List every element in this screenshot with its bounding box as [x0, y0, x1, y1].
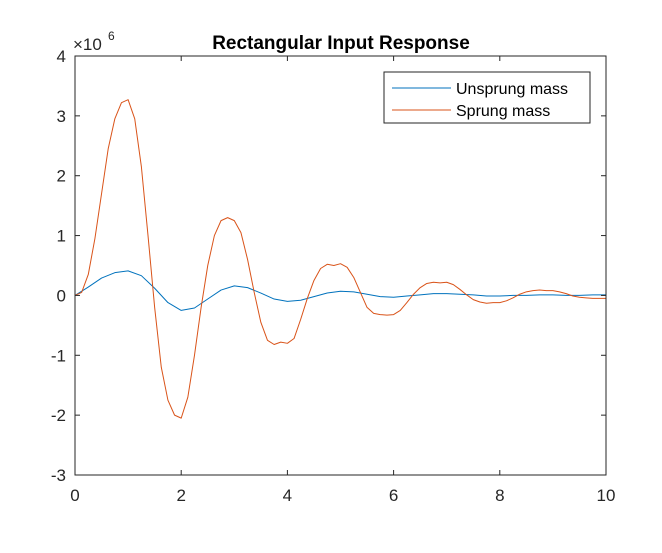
y-tick-label: -3	[51, 466, 66, 485]
y-exponent-power: 6	[108, 29, 115, 43]
y-tick-label: 2	[57, 167, 66, 186]
series-layer	[74, 99, 606, 419]
y-tick-label: 1	[57, 227, 66, 246]
y-tick-label: 0	[57, 286, 66, 305]
x-axis: 0 2 4 6 8 10	[70, 56, 615, 505]
legend-label-sprung: Sprung mass	[456, 103, 550, 120]
plot-area	[75, 56, 606, 475]
axes-box	[74, 55, 607, 476]
legend-label-unsprung: Unsprung mass	[456, 81, 568, 98]
y-tick-label: -2	[51, 406, 66, 425]
x-tick-label: 2	[176, 486, 185, 505]
y-exponent: ×10 6	[73, 29, 115, 54]
legend: Unsprung mass Sprung mass	[383, 71, 591, 124]
legend-box	[383, 71, 591, 124]
y-axis: 4 3 2 1 0 -1 -2 -3	[51, 47, 606, 485]
y-tick-label: 4	[57, 47, 66, 66]
y-tick-label: -1	[51, 346, 66, 365]
series-line-sprung	[74, 99, 606, 419]
x-tick-label: 8	[495, 486, 504, 505]
x-tick-label: 0	[70, 486, 79, 505]
x-tick-label: 4	[283, 486, 292, 505]
x-tick-label: 10	[597, 486, 616, 505]
y-exponent-base: ×10	[73, 35, 102, 54]
y-tick-label: 3	[57, 107, 66, 126]
x-tick-label: 6	[389, 486, 398, 505]
chart-title: Rectangular Input Response	[212, 33, 470, 54]
